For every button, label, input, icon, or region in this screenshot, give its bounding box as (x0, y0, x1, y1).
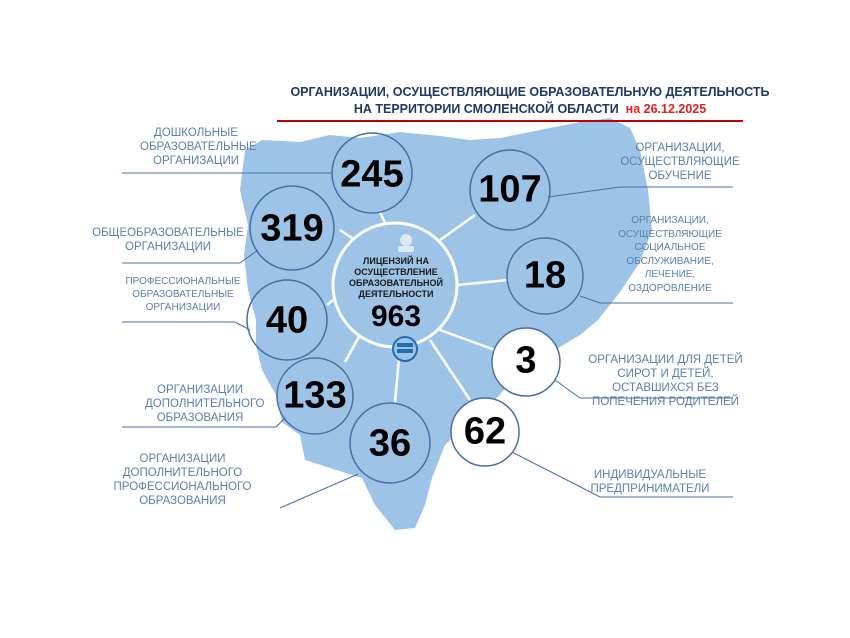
value-orphans: 3 (515, 339, 537, 382)
label-general: ОБЩЕОБРАЗОВАТЕЛЬНЫЕ ОРГАНИЗАЦИИ (92, 227, 244, 253)
title-line-2: НА ТЕРРИТОРИИ СМОЛЕНСКОЙ ОБЛАСТИ (353, 102, 619, 116)
smolensk-region-map (240, 118, 652, 530)
value-additional: 133 (283, 374, 347, 417)
value-circles (246, 132, 584, 484)
center-value: 963 (370, 300, 422, 333)
label-entrepreneurs: ИНДИВИДУАЛЬНЫЕ ПРЕДПРИНИМАТЕЛИ (590, 469, 710, 495)
label-additional: ОРГАНИЗАЦИИ ДОПОЛНИТЕЛЬНОГО ОБРАЗОВАНИЯ (145, 384, 265, 424)
title-line-1: ОРГАНИЗАЦИИ, ОСУЩЕСТВЛЯЮЩИЕ ОБРАЗОВАТЕЛЬ… (290, 85, 770, 99)
value-additional-professional: 36 (368, 422, 412, 465)
leader-lines (122, 172, 733, 509)
center-label: ЛИЦЕНЗИЙ НА ОСУЩЕСТВЛЕНИЕ ОБРАЗОВАТЕЛЬНО… (348, 256, 444, 299)
label-social: ОРГАНИЗАЦИИ, ОСУЩЕСТВЛЯЮЩИЕ СОЦИАЛЬНОЕ О… (618, 215, 722, 294)
page-title: ОРГАНИЗАЦИИ, ОСУЩЕСТВЛЯЮЩИЕ ОБРАЗОВАТЕЛЬ… (280, 84, 780, 118)
label-additional-professional: ОРГАНИЗАЦИИ ДОПОЛНИТЕЛЬНОГО ПРОФЕССИОНАЛ… (113, 453, 252, 507)
crest-icon (398, 234, 414, 252)
value-preschool: 245 (340, 153, 404, 196)
title-date: на 26.12.2025 (625, 102, 707, 116)
value-entrepreneurs: 62 (463, 410, 507, 453)
value-general: 319 (260, 207, 324, 250)
value-social: 18 (523, 254, 567, 297)
value-training: 107 (478, 168, 542, 211)
label-professional: ПРОФЕССИОНАЛЬНЫЕ ОБРАЗОВАТЕЛЬНЫЕ ОРГАНИЗ… (125, 276, 241, 313)
value-professional: 40 (265, 299, 309, 342)
label-orphans: ОРГАНИЗАЦИИ ДЛЯ ДЕТЕЙ СИРОТ И ДЕТЕЙ, ОСТ… (588, 354, 743, 408)
label-preschool: ДОШКОЛЬНЫЕ ОБРАЗОВАТЕЛЬНЫЕ ОРГАНИЗАЦИИ (140, 127, 257, 167)
books-icon (392, 336, 418, 362)
label-training: ОРГАНИЗАЦИИ, ОСУЩЕСТВЛЯЮЩИЕ ОБУЧЕНИЕ (620, 142, 740, 182)
